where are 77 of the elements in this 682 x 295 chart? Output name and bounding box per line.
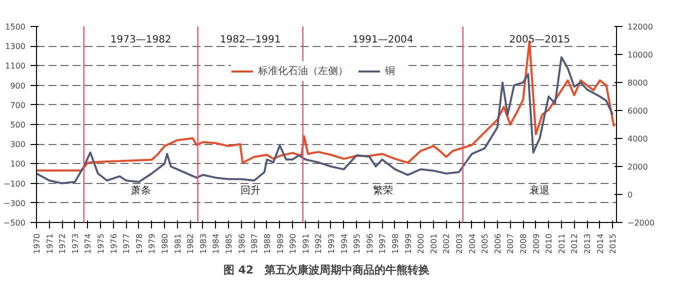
x-tick-label: 2008: [519, 234, 528, 254]
x-tick-label: 2005: [480, 234, 490, 254]
y-tick-label: 1500: [5, 22, 26, 32]
x-tick-label: 1979: [148, 234, 157, 254]
x-tick-label: 2006: [493, 234, 502, 254]
x-tick-label: 1990: [288, 234, 298, 254]
x-tick-label: 1995: [352, 234, 362, 254]
y2-tick-label: 4000: [628, 134, 648, 144]
x-tick-label: 1978: [134, 234, 144, 254]
text: 图 42 第五次康波周期中商品的牛熊转换: [223, 264, 430, 276]
x-tick-label: 1988: [262, 234, 272, 254]
x-tick-label: 1973: [70, 234, 80, 254]
legend-label: 铜: [385, 64, 396, 78]
y2-tick-label: −2000: [628, 218, 655, 228]
y-tick-label: −500: [4, 218, 26, 228]
annotation: 繁荣: [372, 184, 393, 197]
y2-tick-label: 12000: [628, 22, 653, 32]
x-tick-label: 2014: [596, 234, 605, 254]
x-tick-label: 2013: [583, 234, 592, 254]
annotation: 2005—2015: [509, 34, 570, 46]
x-tick-label: 2004: [468, 234, 477, 254]
x-tick-label: 1983: [198, 234, 208, 254]
x-tick-label: 1991: [301, 234, 310, 254]
x-tick-label: 2011: [557, 234, 566, 254]
x-tick-label: 2010: [544, 234, 554, 254]
y2-tick-label: 6000: [628, 106, 648, 116]
y-tick-label: 1100: [5, 62, 26, 71]
y-tick-label: 300: [10, 140, 26, 150]
y-tick-label: 700: [10, 100, 26, 110]
y-tick-label: 100: [10, 160, 26, 169]
x-tick-label: 1982: [186, 234, 196, 254]
y2-tick-label: 0: [628, 190, 633, 200]
x-tick-label: 1981: [173, 234, 182, 254]
x-tick-label: 1985: [224, 234, 234, 254]
x-tick-label: 1980: [160, 234, 170, 254]
annotation: 1982—1991: [220, 34, 281, 46]
x-tick-label: 2001: [429, 234, 438, 254]
x-tick-label: 1976: [109, 234, 118, 254]
annotation: 萧条: [130, 184, 151, 197]
annotation: 衰退: [530, 184, 550, 197]
y-tick-label: −300: [4, 198, 26, 208]
y2-tick-label: 2000: [628, 162, 648, 172]
x-tick-label: 1970: [32, 234, 42, 254]
x-tick-label: 1975: [96, 234, 106, 254]
x-tick-label: 1989: [276, 234, 285, 254]
y-tick-label: 900: [10, 81, 26, 90]
x-tick-label: 1997: [378, 234, 388, 254]
x-tick-label: 2012: [570, 234, 580, 254]
x-tick-label: 1999: [404, 234, 413, 254]
legend-label: 标准化石油（左侧）: [258, 64, 348, 78]
y2-tick-label: 8000: [628, 78, 648, 88]
x-tick-label: 2000: [416, 234, 426, 254]
x-tick-label: 1977: [122, 234, 132, 254]
x-tick-label: 1984: [212, 234, 221, 254]
x-tick-label: 1998: [391, 234, 400, 254]
annotation: 回升: [240, 184, 260, 197]
x-tick-label: 2003: [455, 234, 464, 254]
x-tick-label: 1986: [237, 234, 246, 254]
line-series: [36, 56, 614, 184]
x-tick-label: 2009: [532, 234, 541, 254]
x-tick-label: 1974: [84, 234, 93, 254]
x-tick-label: 1994: [340, 234, 349, 254]
x-tick-label: 1992: [314, 234, 324, 254]
y-tick-label: −100: [4, 179, 26, 188]
x-tick-label: 2007: [506, 234, 516, 254]
annotation: 1991—2004: [352, 34, 414, 46]
x-tick-label: 1972: [58, 234, 68, 254]
x-tick-label: 2015: [608, 234, 618, 254]
y-tick-label: 500: [10, 120, 26, 130]
y2-tick-label: 10000: [628, 50, 653, 60]
x-tick-label: 1996: [365, 234, 374, 254]
y-tick-label: 1300: [5, 42, 26, 52]
x-tick-label: 1971: [45, 234, 54, 254]
x-tick-label: 1987: [250, 234, 260, 254]
x-tick-label: 1993: [326, 234, 336, 254]
annotation: 1973—1982: [110, 34, 172, 46]
x-tick-label: 2002: [442, 234, 452, 254]
